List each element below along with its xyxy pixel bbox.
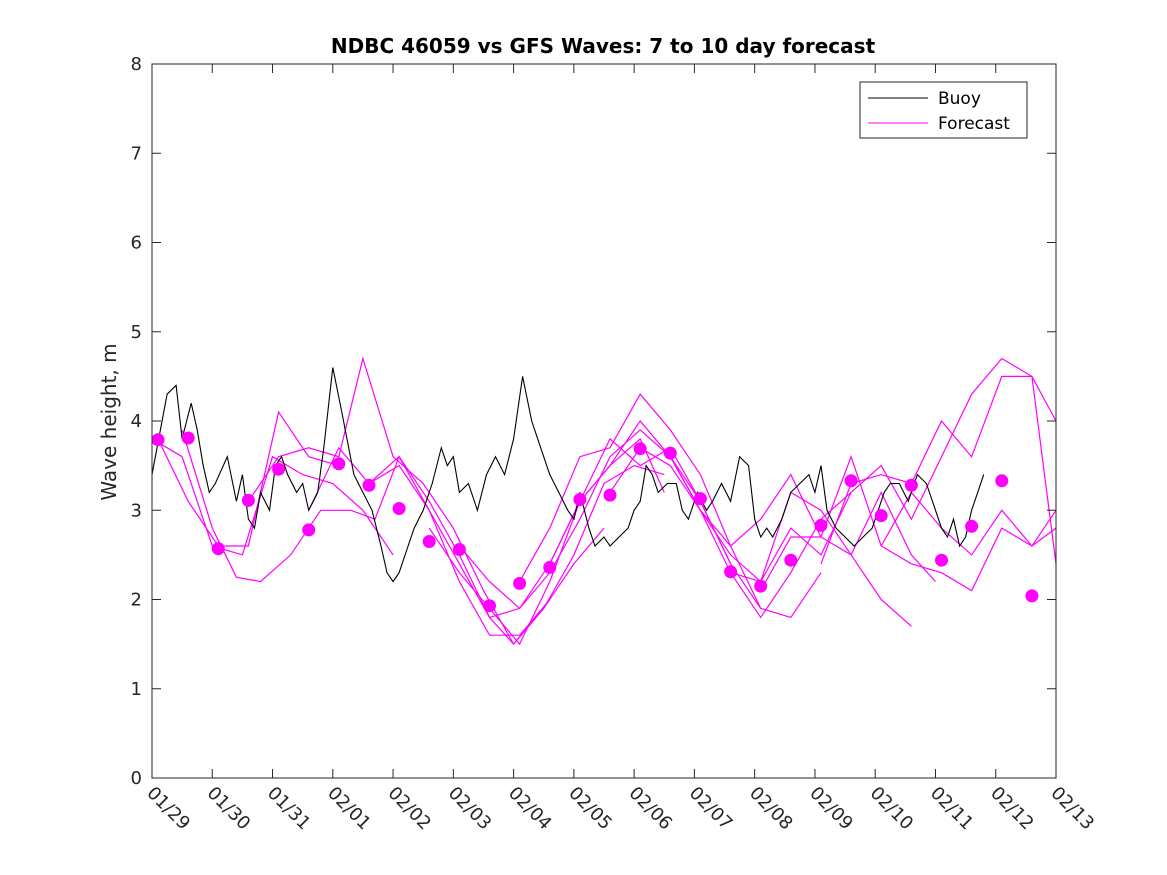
forecast-point-12 — [513, 576, 527, 590]
legend-buoy-label: Buoy — [938, 89, 981, 109]
y-tick-label: 3 — [131, 500, 142, 521]
forecast-point-15 — [603, 488, 617, 502]
x-tick-label: 02/06 — [625, 783, 677, 835]
forecast-line-12 — [730, 357, 1056, 583]
x-tick-label: 02/13 — [1046, 783, 1098, 835]
x-tick-label: 01/30 — [203, 783, 255, 835]
x-tick-label: 02/02 — [384, 783, 436, 835]
forecast-point-8 — [392, 502, 406, 515]
forecast-line-14 — [820, 375, 1056, 565]
forecast-point-14 — [573, 493, 587, 506]
forecast-line-2 — [181, 429, 551, 636]
axes-box — [151, 63, 1057, 779]
x-tick-label: 01/31 — [263, 783, 315, 835]
forecast-point-23 — [844, 474, 858, 488]
forecast-line-1 — [157, 410, 339, 547]
forecast-point-24 — [874, 509, 888, 523]
x-tick-label: 02/12 — [986, 783, 1038, 835]
legend-forecast-label: Forecast — [938, 114, 1010, 134]
y-tick-label: 2 — [131, 590, 142, 611]
forecast-point-26 — [935, 553, 948, 567]
forecast-point-10 — [452, 543, 466, 556]
forecast-point-27 — [965, 519, 979, 533]
forecast-point-17 — [663, 446, 677, 460]
x-tick-label: 02/01 — [323, 783, 375, 835]
y-tick-label: 6 — [131, 233, 142, 254]
forecast-line-8 — [519, 393, 822, 619]
legend: Buoy Forecast — [859, 81, 1028, 139]
forecast-point-2 — [211, 542, 225, 556]
forecast-point-13 — [543, 560, 557, 574]
x-tick-label: 02/08 — [745, 783, 797, 835]
x-tick-label: 01/29 — [142, 783, 194, 835]
forecast-line-0 — [152, 438, 394, 556]
x-tick-label: 02/04 — [504, 783, 556, 835]
forecast-line-9 — [549, 420, 852, 619]
forecast-point-3 — [241, 493, 255, 507]
forecast-point-20 — [754, 579, 768, 593]
forecast-point-29 — [1025, 589, 1039, 603]
y-tick-label: 0 — [131, 768, 142, 789]
y-tick-label: 7 — [131, 143, 142, 164]
y-tick-label: 1 — [131, 679, 142, 700]
x-tick-label: 02/10 — [866, 783, 918, 835]
forecast-point-18 — [693, 492, 707, 506]
legend-box — [859, 81, 1028, 139]
forecast-point-4 — [272, 462, 286, 476]
forecast-point-11 — [483, 599, 496, 613]
forecast-point-22 — [814, 518, 828, 532]
x-tick-label: 02/05 — [564, 783, 616, 835]
forecast-line-7 — [458, 429, 762, 610]
forecast-point-21 — [784, 553, 798, 567]
forecast-point-0 — [151, 433, 165, 447]
forecast-point-28 — [995, 474, 1009, 488]
x-tick-label: 02/07 — [685, 783, 737, 835]
forecast-line-11 — [669, 456, 936, 583]
y-axis-title: Wave height, m — [97, 343, 121, 500]
y-tick-label: 5 — [131, 322, 142, 343]
forecast-line-5 — [368, 437, 665, 619]
x-tick-label: 02/09 — [805, 783, 857, 835]
forecast-point-6 — [332, 457, 346, 471]
forecast-line-13 — [760, 454, 1056, 592]
forecast-point-9 — [422, 535, 436, 548]
buoy-line — [152, 367, 985, 583]
forecast-point-1 — [181, 431, 195, 445]
forecast-point-5 — [302, 523, 316, 537]
x-tick-label: 02/03 — [444, 783, 496, 835]
y-tick-label: 4 — [131, 411, 142, 432]
y-tick-label: 8 — [131, 54, 142, 75]
chart-title: NDBC 46059 vs GFS Waves: 7 to 10 day for… — [331, 34, 876, 58]
forecast-point-16 — [633, 442, 647, 456]
forecast-point-19 — [724, 565, 738, 579]
x-tick-label: 02/11 — [926, 783, 978, 835]
forecast-point-7 — [362, 478, 376, 492]
forecast-point-25 — [904, 478, 918, 492]
forecast-line-4 — [308, 446, 665, 646]
